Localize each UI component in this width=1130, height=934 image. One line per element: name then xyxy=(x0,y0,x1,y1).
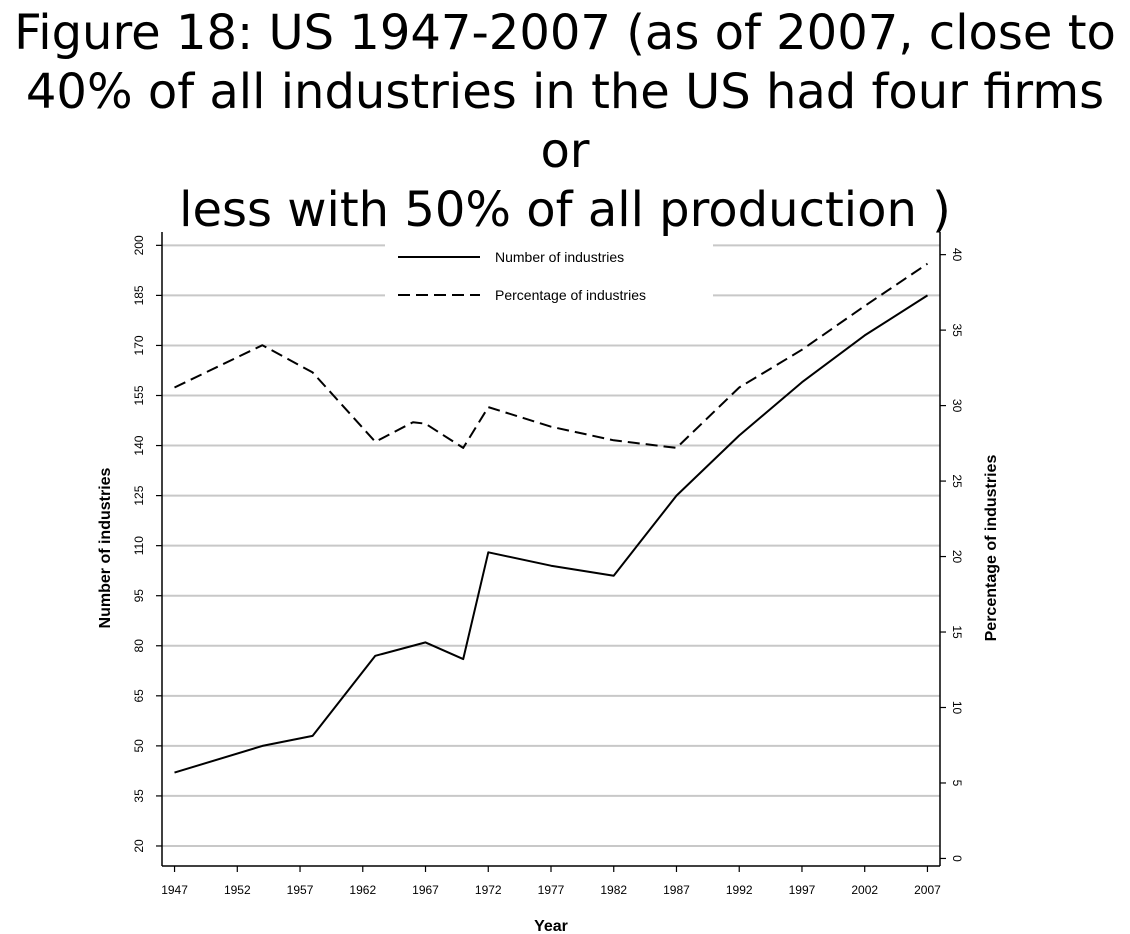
x-tick-label: 1947 xyxy=(161,883,188,897)
y-left-tick-label: 110 xyxy=(132,536,146,555)
y-left-axis-title: Number of industries xyxy=(97,467,114,628)
y-left-tick-label: 170 xyxy=(132,335,146,355)
series-line-number-of-industries xyxy=(174,294,929,774)
y-right-tick-label: 15 xyxy=(950,625,964,639)
y-left-tick-label: 20 xyxy=(132,839,146,853)
x-tick-label: 1977 xyxy=(538,883,565,897)
y-left-tick-label: 185 xyxy=(132,285,146,305)
y-right-tick-label: 30 xyxy=(950,399,964,413)
x-tick-label: 1967 xyxy=(412,883,439,897)
x-tick-label: 1957 xyxy=(287,883,314,897)
title-line-1: Figure 18: US 1947-2007 (as of 2007, clo… xyxy=(14,5,1116,61)
x-axis-title: Year xyxy=(534,918,568,934)
x-tick-label: 1972 xyxy=(475,883,502,897)
y-left-tick-label: 200 xyxy=(132,235,146,255)
y-right-axis-title: Percentage of industries xyxy=(983,455,1000,642)
x-tick-label: 1952 xyxy=(224,883,251,897)
x-tick-label: 1987 xyxy=(663,883,690,897)
y-left-tick-label: 65 xyxy=(132,689,146,703)
y-left-tick-label: 80 xyxy=(132,639,146,653)
y-left-tick-label: 140 xyxy=(132,435,146,455)
y-right-tick-label: 5 xyxy=(950,780,964,787)
axes: 20 35 50 65 80 95 110 125 140 155 170 185 200 0 5 10 15 2… xyxy=(132,232,964,897)
x-tick-label: 2007 xyxy=(914,883,941,897)
y-left-tick-label: 35 xyxy=(132,789,146,803)
legend-label-number: Number of industries xyxy=(495,249,624,265)
y-right-tick-label: 25 xyxy=(950,474,964,488)
series-line-percentage-of-industries xyxy=(174,262,929,449)
legend-label-percentage: Percentage of industries xyxy=(495,287,646,303)
y-left-tick-label: 125 xyxy=(132,485,146,505)
legend: Number of industries Percentage of indus… xyxy=(385,240,713,312)
legend-background xyxy=(385,240,713,312)
x-tick-label: 1962 xyxy=(349,883,376,897)
x-tick-label: 1992 xyxy=(726,883,753,897)
x-tick-label: 1982 xyxy=(600,883,627,897)
y-left-tick-label: 95 xyxy=(132,589,146,603)
slide-title: Figure 18: US 1947-2007 (as of 2007, clo… xyxy=(0,4,1130,240)
y-left-tick-label: 50 xyxy=(132,739,146,753)
y-right-tick-label: 20 xyxy=(950,550,964,564)
y-right-tick-label: 10 xyxy=(950,701,964,715)
y-right-tick-label: 40 xyxy=(950,248,964,262)
series-lines xyxy=(174,262,929,774)
title-line-3: less with 50% of all production ) xyxy=(179,182,951,238)
title-line-2: 40% of all industries in the US had four… xyxy=(25,64,1105,179)
x-tick-label: 1997 xyxy=(789,883,816,897)
x-tick-label: 2002 xyxy=(851,883,878,897)
y-left-tick-label: 155 xyxy=(132,385,146,405)
y-right-tick-label: 35 xyxy=(950,323,964,337)
y-right-tick-label: 0 xyxy=(950,855,964,862)
